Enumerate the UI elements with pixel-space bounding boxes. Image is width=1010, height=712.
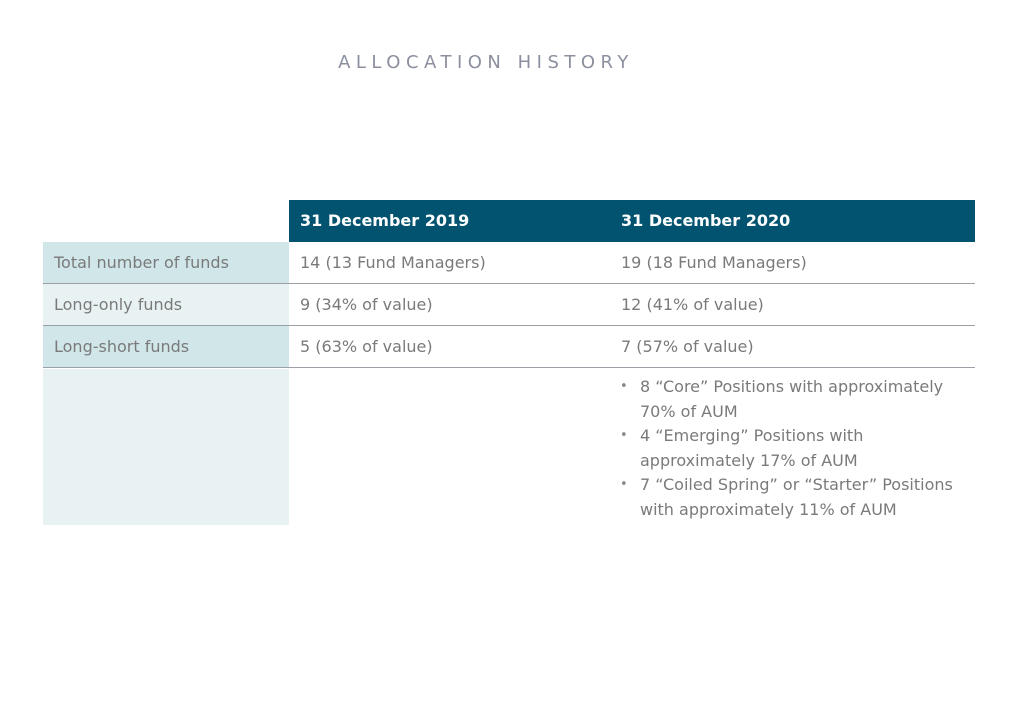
bullet-icon: •	[620, 379, 628, 394]
cell-2020: 7 (57% of value)	[621, 337, 754, 356]
cell-2020: 19 (18 Fund Managers)	[621, 253, 807, 272]
row-divider	[43, 325, 975, 326]
row-label: Total number of funds	[43, 242, 289, 284]
table-row: Total number of funds 14 (13 Fund Manage…	[43, 242, 975, 284]
list-item-text: 4 “Emerging” Positions with approximatel…	[640, 426, 864, 470]
header-2020: 31 December 2020	[621, 211, 791, 230]
cell-2020: 12 (41% of value)	[621, 295, 764, 314]
list-item-text: 8 “Core” Positions with approximately 70…	[640, 377, 944, 421]
bullet-icon: •	[620, 477, 628, 492]
row-label: Long-short funds	[43, 326, 289, 368]
row-divider	[43, 367, 975, 368]
table-row: Long-short funds 5 (63% of value) 7 (57%…	[43, 326, 975, 368]
header-2019: 31 December 2019	[300, 211, 470, 230]
list-item: • 7 “Coiled Spring” or “Starter” Positio…	[620, 473, 980, 522]
list-item: • 4 “Emerging” Positions with approximat…	[620, 424, 980, 473]
cell-2019: 14 (13 Fund Managers)	[300, 253, 486, 272]
positions-list: • 8 “Core” Positions with approximately …	[620, 375, 980, 522]
list-item-text: 7 “Coiled Spring” or “Starter” Positions…	[640, 475, 953, 519]
table-row: Long-only funds 9 (34% of value) 12 (41%…	[43, 284, 975, 326]
cell-2019: 5 (63% of value)	[300, 337, 433, 356]
bullet-icon: •	[620, 428, 628, 443]
empty-label-cell	[43, 369, 289, 525]
page-title: ALLOCATION HISTORY	[338, 52, 634, 73]
cell-2019: 9 (34% of value)	[300, 295, 433, 314]
row-label: Long-only funds	[43, 284, 289, 326]
table-header: 31 December 2019 31 December 2020	[289, 200, 975, 242]
list-item: • 8 “Core” Positions with approximately …	[620, 375, 980, 424]
row-divider	[43, 283, 975, 284]
